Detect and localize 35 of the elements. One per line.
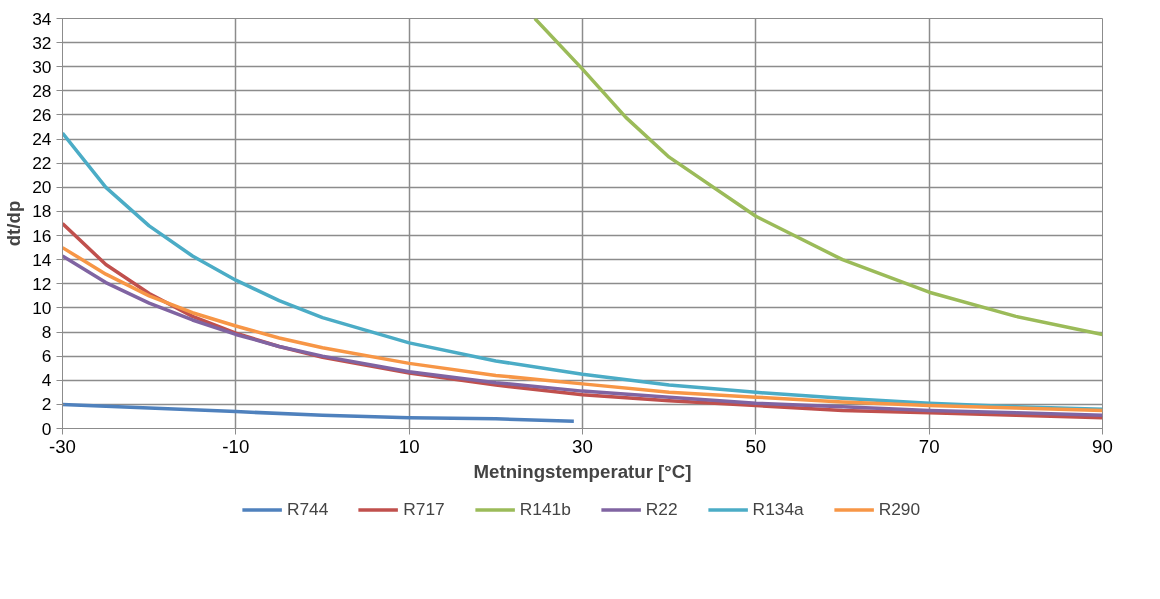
legend-label: R22 <box>645 498 678 520</box>
y-tick-label: 2 <box>41 394 52 415</box>
y-tick-label: 26 <box>32 104 52 125</box>
legend-label: R290 <box>878 498 921 520</box>
y-tick-label: 20 <box>32 177 52 198</box>
y-tick-label: 16 <box>32 225 52 246</box>
x-tick-label: -10 <box>222 435 250 457</box>
legend-label: R141b <box>519 498 571 520</box>
y-tick-label: 30 <box>32 56 52 77</box>
x-tick-label: 10 <box>398 435 420 457</box>
x-tick-label: 90 <box>1092 435 1113 457</box>
y-tick-label: 22 <box>32 153 52 174</box>
x-tick-label: 50 <box>745 435 767 457</box>
x-axis-title: Metningstemperatur [°C] <box>473 460 692 482</box>
legend-label: R134a <box>752 498 804 520</box>
legend-label: R744 <box>286 498 329 520</box>
line-series <box>533 18 1103 337</box>
y-tick-label: 10 <box>32 297 52 318</box>
y-tick-label: 18 <box>32 201 52 222</box>
y-tick-label: 6 <box>41 346 52 367</box>
y-tick-label: 32 <box>32 32 52 53</box>
x-tick-label: -30 <box>49 435 76 457</box>
y-axis-title: dt/dp <box>3 200 25 247</box>
y-tick-label: 8 <box>41 322 52 343</box>
y-tick-label: 12 <box>32 273 52 294</box>
y-tick-label: 28 <box>32 80 52 101</box>
y-tick-label: 24 <box>32 129 52 150</box>
y-tick-label: 14 <box>32 249 52 270</box>
x-tick-label: 70 <box>918 435 940 457</box>
x-tick-label: 30 <box>572 435 593 457</box>
y-tick-label: 34 <box>32 8 52 29</box>
legend-label: R717 <box>403 498 445 520</box>
line-series <box>62 402 576 424</box>
y-tick-label: 0 <box>41 418 52 439</box>
y-tick-label: 4 <box>41 370 52 391</box>
